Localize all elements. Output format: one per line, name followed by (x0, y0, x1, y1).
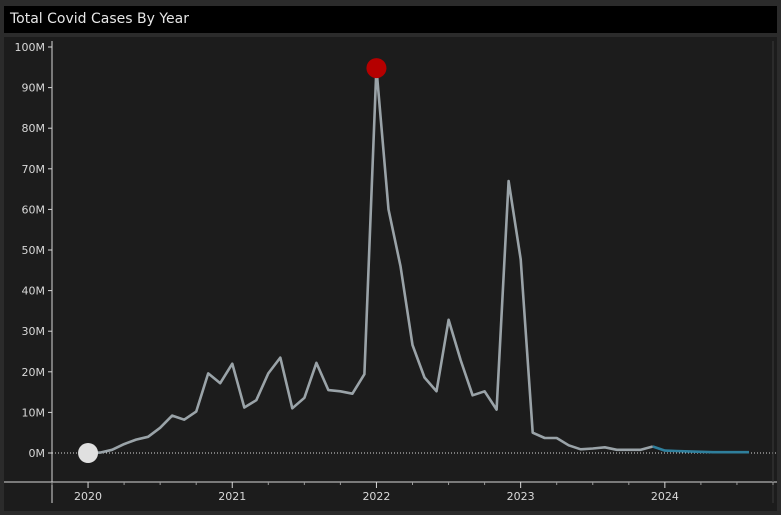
x-tick-label: 2020 (74, 490, 102, 503)
marker-layer (78, 58, 387, 463)
max-marker (366, 58, 387, 79)
y-tick-label: 30M (22, 325, 46, 338)
y-tick-label: 70M (22, 163, 46, 176)
x-axis-ticks: 2020 2021 2022 2023 2024 (51, 482, 774, 503)
x-tick-label: 2021 (218, 490, 246, 503)
forecast-line (652, 445, 749, 454)
y-axis-ticks: 0M 10M 20M 30M 40M 50M 60M 70M 80M 90M 100M (15, 41, 52, 460)
min-marker (78, 443, 99, 463)
y-tick-label: 40M (22, 285, 46, 298)
x-tick-label: 2022 (362, 490, 390, 503)
y-tick-label: 60M (22, 203, 46, 216)
y-tick-label: 50M (22, 244, 46, 257)
y-tick-label: 10M (22, 406, 46, 419)
chart-title: Total Covid Cases By Year (4, 6, 777, 33)
series-layer (88, 66, 749, 455)
series-line (88, 66, 654, 455)
x-tick-label: 2024 (651, 490, 679, 503)
plot-area: 0M 10M 20M 30M 40M 50M 60M 70M 80M 90M 100M 2020 20… (4, 37, 777, 511)
y-tick-label: 80M (22, 122, 46, 135)
x-tick-label: 2023 (507, 490, 535, 503)
y-tick-label: 20M (22, 366, 46, 379)
y-tick-label: 90M (22, 82, 46, 95)
y-tick-label: 100M (15, 41, 46, 54)
y-tick-label: 0M (29, 447, 46, 460)
